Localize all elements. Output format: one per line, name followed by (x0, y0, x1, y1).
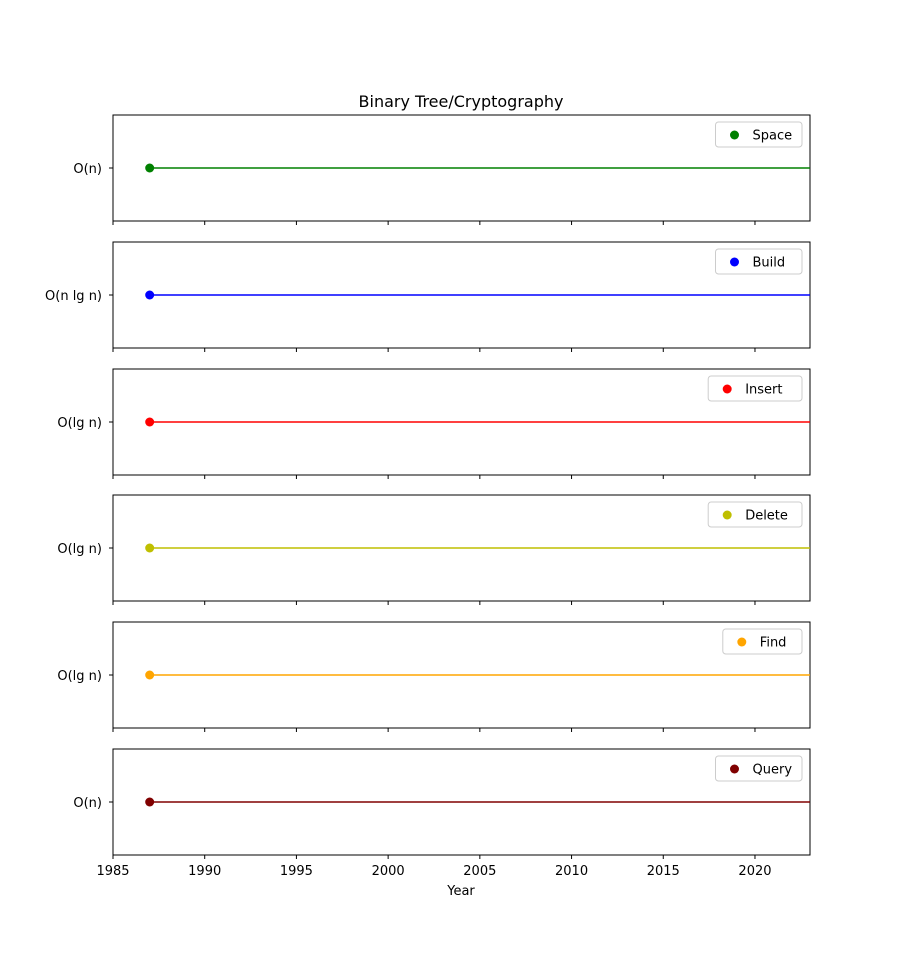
legend-marker (722, 384, 732, 394)
legend-marker (730, 764, 739, 774)
subplot-insert: O(lg n) Insert (57, 368, 811, 479)
legend-box (715, 121, 803, 148)
subplot-find: O(lg n) Find (57, 621, 811, 732)
subplot-delete: O(lg n) Delete (57, 494, 811, 605)
x-tick-label: 1995 (280, 864, 313, 879)
subplot-build: O(n lg n) Build (45, 241, 811, 352)
x-tick-label: 2020 (738, 864, 771, 879)
legend-marker (730, 257, 739, 267)
x-tick-label: 2005 (463, 864, 496, 879)
x-tick-label: 1985 (96, 864, 129, 879)
data-point-find (145, 670, 155, 680)
y-tick-label: O(lg n) (57, 542, 102, 557)
data-point-build (145, 290, 155, 300)
x-tick-label: 1990 (188, 864, 221, 879)
subplot-query: O(n) 1985 1990 1995 2000 2005 2010 2015 2020 Quer… (73, 748, 811, 879)
legend-label: Delete (745, 509, 788, 524)
data-point-query (145, 797, 155, 807)
legend-box (715, 248, 803, 275)
x-tick-label: 2010 (555, 864, 588, 879)
x-tick-label: 2015 (647, 864, 680, 879)
data-point-insert (145, 417, 155, 427)
subplot-space: O(n) Space (73, 114, 811, 225)
chart-title: Binary Tree/Cryptography (359, 92, 564, 111)
legend-label: Insert (745, 383, 782, 398)
y-tick-label: O(n) (73, 162, 102, 177)
legend-label: Space (753, 129, 793, 144)
legend-label: Build (753, 256, 786, 271)
legend-label: Find (760, 636, 787, 651)
y-tick-label: O(lg n) (57, 416, 102, 431)
legend-box (707, 501, 803, 528)
legend-box (722, 628, 803, 655)
data-point-space (145, 163, 155, 173)
y-tick-label: O(n lg n) (45, 289, 102, 304)
legend-box (715, 755, 803, 782)
x-tick-label: 2000 (372, 864, 405, 879)
legend-marker (737, 637, 747, 647)
y-tick-label: O(lg n) (57, 669, 102, 684)
x-axis-label: Year (446, 884, 475, 899)
legend-marker (722, 510, 732, 520)
data-point-delete (145, 543, 155, 553)
legend-box (707, 375, 803, 402)
y-tick-label: O(n) (73, 796, 102, 811)
legend-marker (730, 130, 739, 140)
legend-label: Query (753, 763, 793, 778)
